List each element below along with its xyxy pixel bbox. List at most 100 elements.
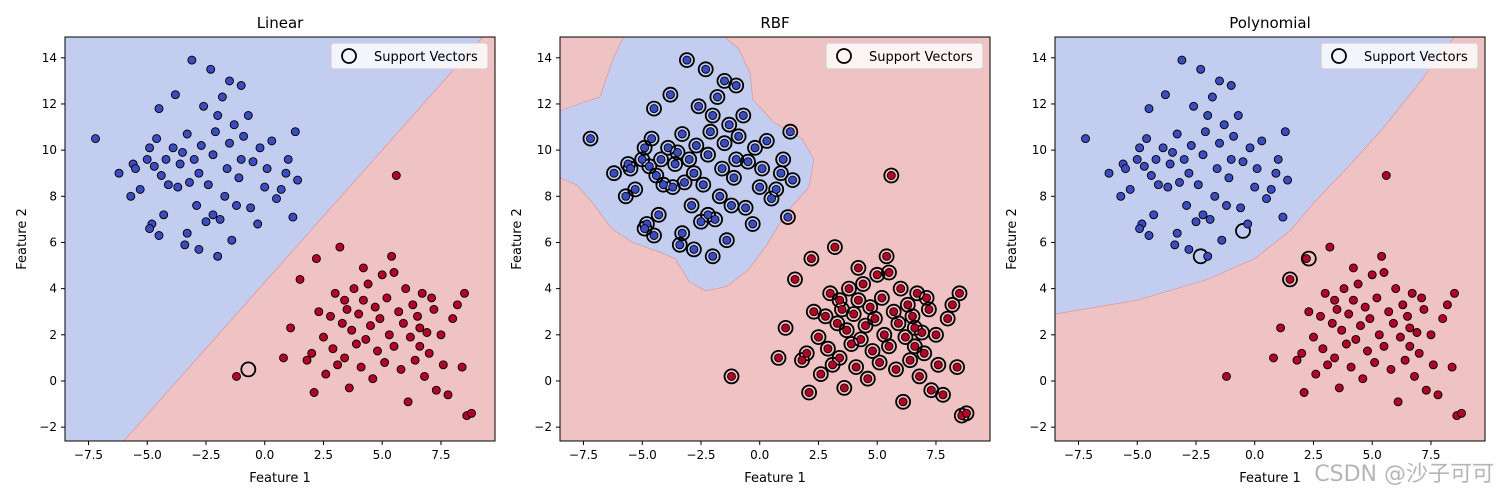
point-class-1 <box>863 374 873 384</box>
point-class-0 <box>682 55 692 65</box>
support-vector-ring <box>1235 222 1251 239</box>
point-class-1 <box>931 330 941 340</box>
point-class-1 <box>828 360 838 370</box>
point-class-1 <box>363 279 373 289</box>
point-class-1 <box>774 353 783 363</box>
support-vector-ring <box>721 116 738 133</box>
point-class-0 <box>717 164 727 174</box>
point-class-0 <box>771 184 781 194</box>
point-class-1 <box>1367 270 1377 280</box>
point-class-1 <box>232 371 241 381</box>
point-class-1 <box>328 344 338 354</box>
support-vector-ring <box>740 153 756 170</box>
support-vector-ring <box>777 319 794 336</box>
support-vector-ring <box>782 123 799 140</box>
point-class-0 <box>1215 76 1224 86</box>
point-class-0 <box>785 127 795 137</box>
point-class-0 <box>705 127 715 137</box>
point-class-0 <box>168 143 178 153</box>
point-class-1 <box>1360 302 1370 312</box>
point-class-1 <box>858 279 868 289</box>
point-class-1 <box>391 171 401 180</box>
point-class-1 <box>797 355 807 365</box>
point-class-0 <box>1139 161 1149 171</box>
support-vector-ring <box>897 329 914 346</box>
x-tick-label: 5.0 <box>868 448 887 462</box>
point-class-1 <box>302 355 312 365</box>
legend-box <box>330 42 489 70</box>
point-class-0 <box>586 134 595 144</box>
point-class-0 <box>689 244 699 254</box>
point-class-0 <box>154 104 164 114</box>
point-class-0 <box>1189 101 1199 111</box>
plot-area <box>560 37 990 441</box>
point-class-1 <box>832 318 842 328</box>
point-class-0 <box>668 182 678 192</box>
point-class-0 <box>1175 177 1184 187</box>
point-class-0 <box>1252 164 1262 174</box>
support-vector-ring <box>688 137 705 154</box>
point-class-0 <box>260 182 270 192</box>
point-class-1 <box>1339 284 1349 294</box>
point-class-1 <box>1309 332 1318 342</box>
point-class-1 <box>868 346 877 356</box>
point-class-1 <box>790 274 800 284</box>
point-class-0 <box>750 143 760 153</box>
support-vector-ring <box>669 144 686 161</box>
point-class-0 <box>687 201 697 210</box>
x-tick-label: 2.5 <box>1304 448 1323 462</box>
support-vector-ring <box>843 336 860 352</box>
point-class-1 <box>427 293 437 303</box>
point-class-0 <box>1193 180 1203 190</box>
support-vector-ring <box>888 361 904 378</box>
x-tick-label: 7.5 <box>926 448 945 462</box>
point-class-1 <box>891 364 901 374</box>
support-vector-ring <box>690 98 707 115</box>
point-class-1 <box>1353 279 1363 289</box>
point-class-0 <box>1135 224 1145 234</box>
x-tick-label: 0.0 <box>750 448 769 462</box>
point-class-0 <box>1179 154 1189 164</box>
point-class-0 <box>708 111 718 120</box>
point-class-1 <box>884 341 894 351</box>
point-class-0 <box>236 154 246 164</box>
support-vector-ring <box>874 289 890 306</box>
point-class-1 <box>438 360 448 370</box>
point-class-1 <box>1400 355 1410 365</box>
support-vector-ring <box>928 326 944 343</box>
y-tick-label: 0 <box>49 374 57 388</box>
x-tick-label: −7.5 <box>569 448 598 462</box>
point-class-0 <box>194 244 204 254</box>
support-vector-ring <box>751 179 768 196</box>
point-class-1 <box>809 307 819 317</box>
support-vector-ring <box>831 349 848 366</box>
point-class-0 <box>185 177 194 187</box>
point-class-0 <box>145 224 155 234</box>
point-class-1 <box>389 268 399 277</box>
point-class-0 <box>778 154 788 164</box>
point-class-1 <box>347 325 357 335</box>
x-tick-label: 7.5 <box>431 448 450 462</box>
point-class-1 <box>1297 348 1307 358</box>
point-class-1 <box>326 311 335 321</box>
point-class-1 <box>962 408 971 418</box>
point-class-0 <box>182 228 192 238</box>
support-vector-ring <box>646 100 662 117</box>
point-class-1 <box>1450 288 1459 298</box>
y-tick-label: 12 <box>42 97 57 111</box>
point-class-1 <box>865 302 875 312</box>
support-vector-ring <box>730 128 747 145</box>
point-class-0 <box>640 143 650 153</box>
y-tick-label: 14 <box>1032 51 1047 65</box>
support-vector-ring <box>890 315 907 332</box>
point-class-1 <box>1299 388 1309 397</box>
point-class-1 <box>417 288 427 298</box>
point-class-1 <box>1311 369 1321 379</box>
point-class-1 <box>448 314 458 324</box>
point-class-1 <box>814 332 823 342</box>
point-class-0 <box>720 138 729 148</box>
x-tick-label: −7.5 <box>74 448 103 462</box>
point-class-1 <box>856 334 866 344</box>
point-class-1 <box>1323 360 1333 370</box>
point-class-0 <box>729 173 739 183</box>
